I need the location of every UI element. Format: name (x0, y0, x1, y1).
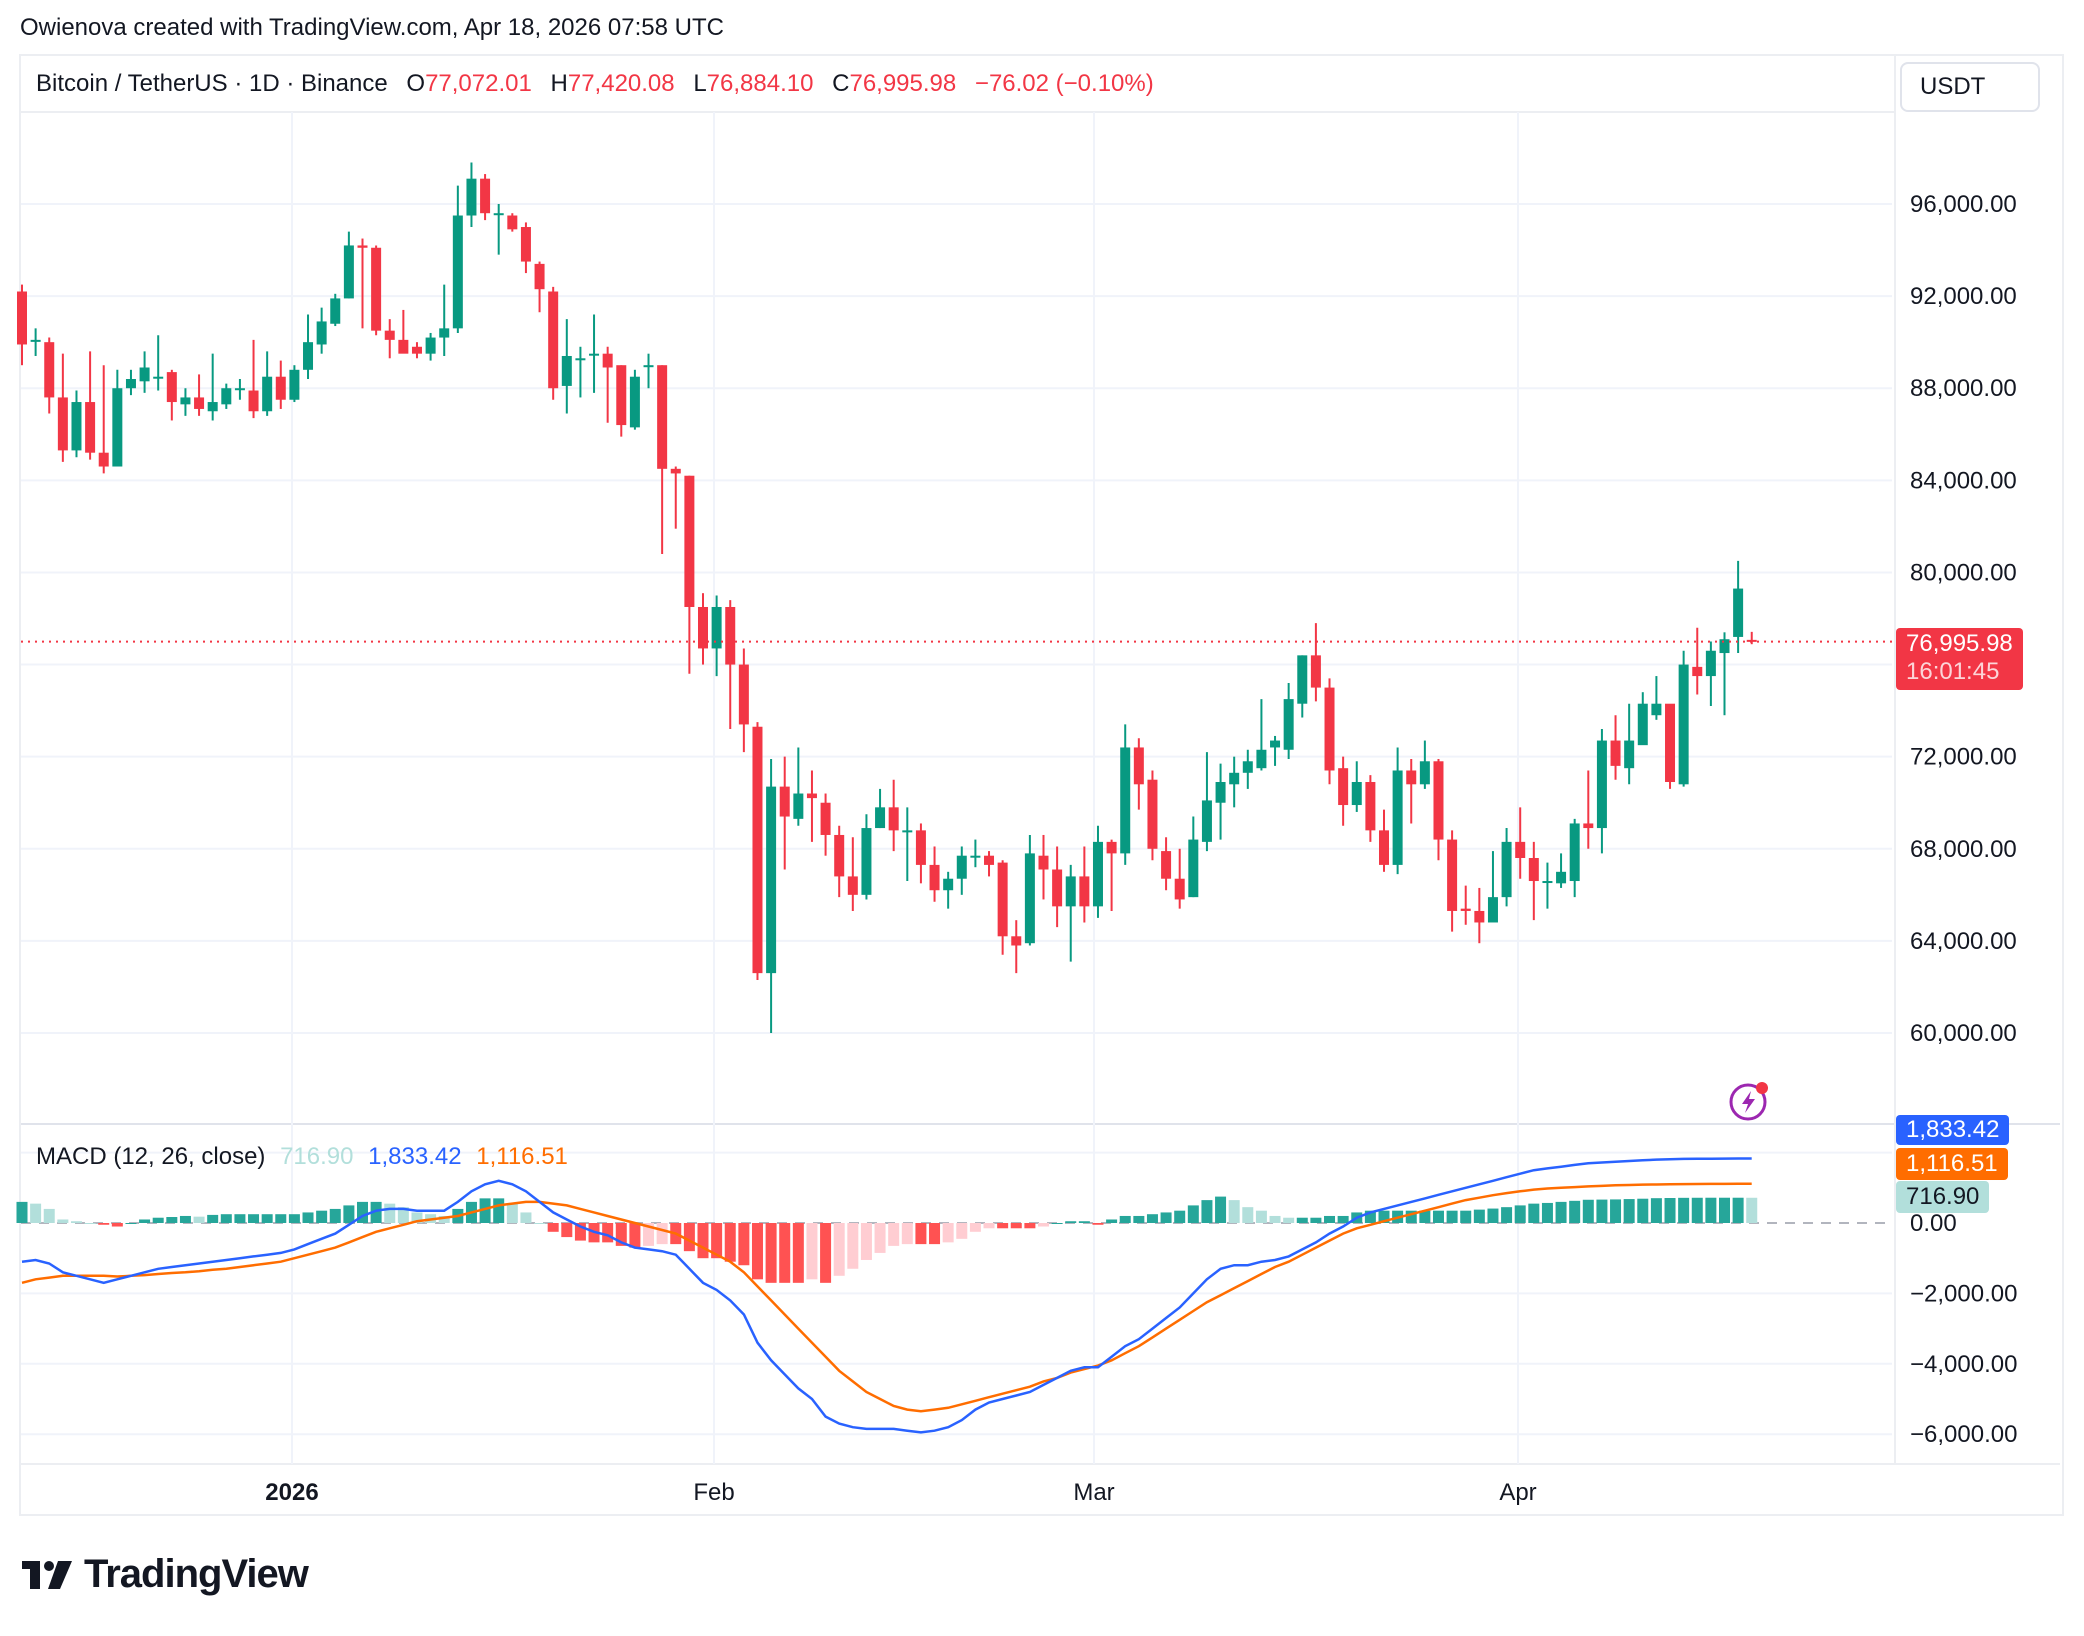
open-value: 77,072.01 (425, 70, 532, 97)
low-label: L (693, 70, 707, 97)
macd-axis-label: 0.00 (1910, 1210, 1957, 1237)
tradingview-logo[interactable]: TradingView (22, 1552, 309, 1597)
close-label: C (832, 70, 850, 97)
macd-axis-label: −6,000.00 (1910, 1421, 2017, 1448)
alert-icon[interactable] (1728, 1078, 1772, 1122)
time-axis-label: Feb (693, 1479, 734, 1506)
price-axis-label: 96,000.00 (1910, 191, 2017, 218)
currency-button[interactable]: USDT (1900, 62, 2040, 112)
time-axis-label: 2026 (265, 1479, 318, 1506)
macd-hist-value: 716.90 (280, 1143, 354, 1170)
macd-title[interactable]: MACD (12, 26, close) (36, 1143, 266, 1170)
last-price-value: 76,995.98 (1906, 630, 2013, 657)
price-axis-label: 60,000.00 (1910, 1020, 2017, 1047)
price-axis-label: 92,000.00 (1910, 283, 2017, 310)
price-axis-label: 84,000.00 (1910, 467, 2017, 494)
time-axis-label: Apr (1499, 1479, 1536, 1506)
bar-countdown: 16:01:45 (1906, 658, 2000, 685)
histogram-value-tag: 716.90 (1896, 1181, 1990, 1213)
macd-axis-label: −2,000.00 (1910, 1280, 2017, 1307)
time-axis-label: Mar (1073, 1479, 1114, 1506)
close-value: 76,995.98 (849, 70, 957, 97)
tradingview-logo-icon (22, 1560, 72, 1589)
low-value: 76,884.10 (706, 70, 814, 97)
price-axis-label: 72,000.00 (1910, 744, 2017, 771)
macd-line (21, 1157, 1752, 1434)
signal-value-tag: 1,116.51 (1896, 1148, 2008, 1180)
price-axis-label: 80,000.00 (1910, 559, 2017, 586)
macd-axis-label: −4,000.00 (1910, 1351, 2017, 1378)
macd-value-tag: 1,833.42 (1896, 1115, 2010, 1145)
macd-histogram (16, 1196, 1758, 1283)
macd-signal-value: 1,116.51 (476, 1143, 568, 1170)
signal-line (21, 1182, 1752, 1413)
price-axis-label: 68,000.00 (1910, 836, 2017, 863)
price-axis-label: 88,000.00 (1910, 375, 2017, 402)
price-axis-label: 64,000.00 (1910, 928, 2017, 955)
macd-legend: MACD (12, 26, close) 716.90 1,833.42 1,1… (36, 1143, 568, 1171)
high-value: 77,420.08 (567, 70, 675, 97)
change-value: −76.02 (−0.10%) (974, 70, 1154, 97)
candles (17, 162, 1757, 1034)
symbol-title[interactable]: Bitcoin / TetherUS · 1D · Binance (36, 70, 388, 97)
open-label: O (406, 70, 426, 97)
last-price-tag: 76,995.98 16:01:45 (1896, 628, 2023, 690)
macd-line-value: 1,833.42 (368, 1143, 462, 1170)
symbol-legend: Bitcoin / TetherUS · 1D · Binance O77,07… (36, 70, 1154, 98)
chart-frame (19, 54, 2064, 1516)
high-label: H (550, 70, 568, 97)
chart-credit: Owienova created with TradingView.com, A… (20, 14, 724, 41)
brand-name: TradingView (84, 1552, 309, 1596)
